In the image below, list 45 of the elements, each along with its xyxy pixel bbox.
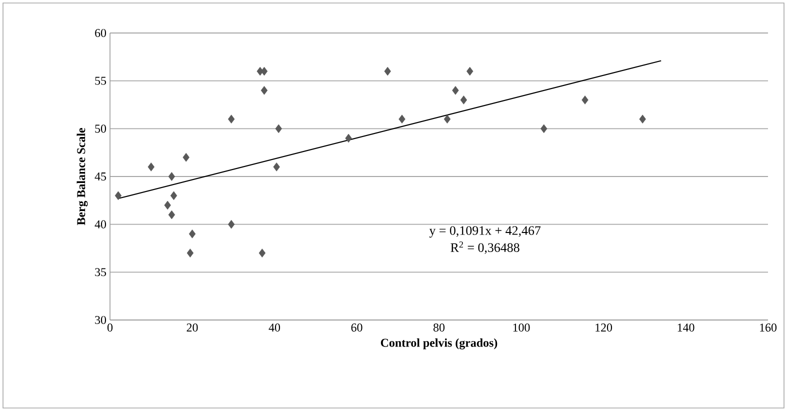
point	[228, 220, 235, 229]
annotation: y = 0,1091x + 42,467	[429, 226, 541, 238]
point	[452, 86, 459, 95]
point	[164, 200, 171, 210]
x-tick-label: 20	[186, 324, 198, 332]
point	[168, 210, 176, 220]
point	[540, 124, 548, 134]
point	[582, 96, 588, 104]
y-tick-label: 30	[95, 316, 106, 324]
point	[168, 172, 176, 181]
point	[228, 114, 235, 124]
point	[170, 191, 178, 200]
point	[148, 162, 154, 172]
point	[260, 86, 268, 95]
x-tick-label: 100	[513, 324, 530, 332]
point	[275, 124, 282, 134]
point	[186, 248, 194, 258]
point	[258, 248, 266, 258]
point	[188, 230, 196, 238]
y-tick-label: 45	[94, 172, 106, 180]
x-tick-label: 80	[433, 324, 445, 332]
y-tick-label: 35	[95, 268, 106, 276]
y-axis-title: Berg Balance Scale	[76, 128, 88, 226]
annotation: R$^{2}$ = 0,36488	[450, 242, 520, 254]
x-tick-label: 60	[351, 324, 362, 332]
point	[345, 134, 352, 143]
point	[384, 66, 391, 76]
point	[444, 114, 451, 124]
y-tick-label: 40	[94, 220, 106, 228]
point	[639, 114, 646, 124]
point	[114, 191, 122, 200]
point	[398, 114, 406, 124]
y-tick-label: 60	[95, 28, 106, 38]
x-tick-label: 0	[107, 324, 113, 332]
x-tick-label: 40	[268, 324, 280, 332]
point	[460, 96, 468, 104]
x-tick-label: 120	[596, 324, 612, 332]
point	[466, 66, 474, 76]
y-tick-label: 55	[95, 76, 106, 85]
x-tick-label: 160	[760, 324, 777, 332]
x-axis-title: Control pelvis (grados)	[380, 338, 498, 350]
point	[273, 162, 280, 172]
y-tick-label: 50	[95, 124, 106, 133]
x-tick-label: 140	[678, 324, 694, 332]
point	[182, 152, 190, 162]
